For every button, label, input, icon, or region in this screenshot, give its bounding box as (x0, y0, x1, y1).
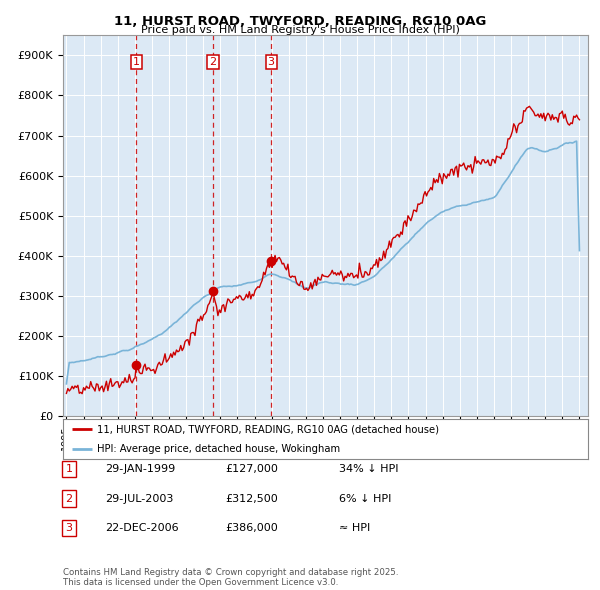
Text: 3: 3 (65, 523, 73, 533)
Text: 11, HURST ROAD, TWYFORD, READING, RG10 0AG (detached house): 11, HURST ROAD, TWYFORD, READING, RG10 0… (97, 424, 439, 434)
Text: Contains HM Land Registry data © Crown copyright and database right 2025.
This d: Contains HM Land Registry data © Crown c… (63, 568, 398, 587)
Text: 1: 1 (65, 464, 73, 474)
Text: Price paid vs. HM Land Registry's House Price Index (HPI): Price paid vs. HM Land Registry's House … (140, 25, 460, 35)
Text: 29-JUL-2003: 29-JUL-2003 (105, 494, 173, 503)
Text: ≈ HPI: ≈ HPI (339, 523, 370, 533)
Text: 29-JAN-1999: 29-JAN-1999 (105, 464, 175, 474)
Text: 1: 1 (133, 57, 140, 67)
Text: £386,000: £386,000 (225, 523, 278, 533)
Text: 6% ↓ HPI: 6% ↓ HPI (339, 494, 391, 503)
Text: 34% ↓ HPI: 34% ↓ HPI (339, 464, 398, 474)
Text: 2: 2 (209, 57, 217, 67)
Text: 3: 3 (268, 57, 275, 67)
Text: 11, HURST ROAD, TWYFORD, READING, RG10 0AG: 11, HURST ROAD, TWYFORD, READING, RG10 0… (114, 15, 486, 28)
Text: HPI: Average price, detached house, Wokingham: HPI: Average price, detached house, Woki… (97, 444, 340, 454)
Text: £127,000: £127,000 (225, 464, 278, 474)
Text: 2: 2 (65, 494, 73, 503)
Text: £312,500: £312,500 (225, 494, 278, 503)
Text: 22-DEC-2006: 22-DEC-2006 (105, 523, 179, 533)
